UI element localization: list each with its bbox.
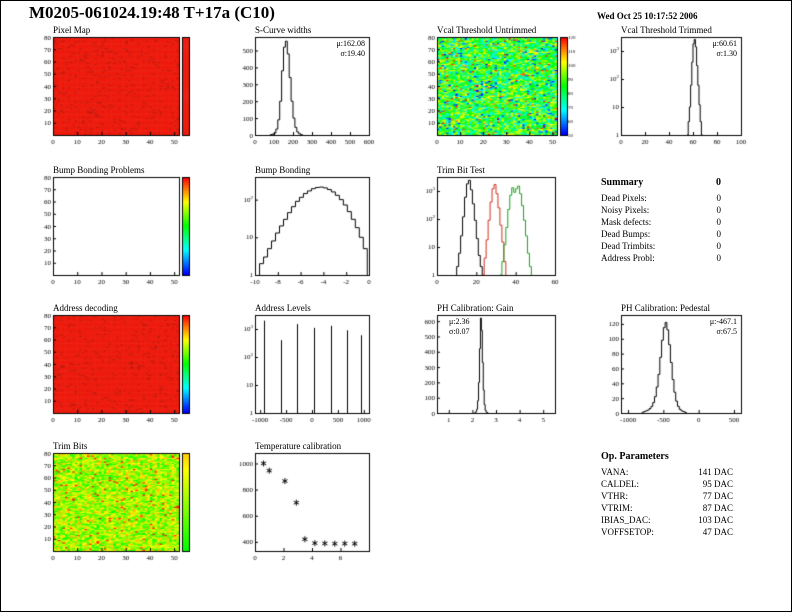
plot-bump-bonding-problems: Bump Bonding Problems: [29, 165, 197, 291]
op-parameter-label: IBIAS_DAC:: [601, 515, 651, 525]
op-parameter-label: VOFFSETOP:: [601, 527, 654, 537]
stats-box: μ:162.08 σ:19.40: [336, 39, 365, 59]
stats-box: μ:2.36 σ:0.07: [449, 317, 470, 337]
summary-row-label: Mask defects:: [601, 217, 652, 227]
plot-vcal-threshold-untrimmed-title: Vcal Threshold Untrimmed: [437, 25, 537, 35]
pixel-map-canvas: [29, 25, 197, 151]
ph-calibration-gain-canvas: [413, 303, 563, 429]
plot-pixel-map: Pixel Map: [29, 25, 197, 151]
stats-mu: μ:162.08: [336, 39, 365, 48]
plot-address-decoding: Address decoding: [29, 303, 197, 429]
op-parameter-value: 87 DAC: [702, 503, 733, 513]
plot-ph-calibration-gain-title: PH Calibration: Gain: [437, 303, 514, 313]
plot-trim-bits-title: Trim Bits: [53, 441, 88, 451]
plot-ph-calibration-gain: PH Calibration: Gain μ:2.36 σ:0.07: [413, 303, 563, 429]
timestamp: Wed Oct 25 10:17:52 2006: [597, 11, 698, 21]
summary-row-label: Dead Bumps:: [601, 229, 651, 239]
temperature-calibration-canvas: [231, 441, 377, 567]
page-title: M0205-061024.19:48 T+17a (C10): [29, 3, 275, 22]
op-parameter-label: CALDEL:: [601, 479, 639, 489]
stats-sigma: σ:67.5: [716, 327, 737, 336]
plot-temperature-calibration: Temperature calibration: [231, 441, 377, 567]
plot-bump-bonding-title: Bump Bonding: [255, 165, 311, 175]
plot-vcal-threshold-trimmed-title: Vcal Threshold Trimmed: [621, 25, 712, 35]
op-parameter-row: IBIAS_DAC: 103 DAC: [601, 515, 733, 525]
trim-bits-canvas: [29, 441, 197, 567]
trim-bit-test-canvas: [413, 165, 563, 291]
plot-address-levels: Address Levels: [231, 303, 377, 429]
summary-block: Summary 0 Dead Pixels: 0 Noisy Pixels: 0…: [601, 177, 721, 265]
summary-row: Dead Trimbits: 0: [601, 241, 721, 251]
op-parameter-row: VOFFSETOP: 47 DAC: [601, 527, 733, 537]
stats-mu: μ:-467.1: [709, 317, 737, 326]
stats-sigma: σ:1.30: [716, 49, 737, 58]
vcal-threshold-untrimmed-canvas: [413, 25, 583, 151]
bump-bonding-problems-canvas: [29, 165, 197, 291]
op-parameter-label: VTHR:: [601, 491, 628, 501]
summary-title: Summary: [601, 177, 644, 188]
s-curve-widths-canvas: [231, 25, 377, 151]
op-parameter-value: 77 DAC: [702, 491, 733, 501]
summary-row: Dead Pixels: 0: [601, 193, 721, 203]
summary-row-label: Address Probl:: [601, 253, 655, 263]
plot-pixel-map-title: Pixel Map: [53, 25, 91, 35]
plot-trim-bit-test-title: Trim Bit Test: [437, 165, 485, 175]
plot-address-levels-title: Address Levels: [255, 303, 311, 313]
op-parameter-label: VTRIM:: [601, 503, 633, 513]
summary-header: Summary 0: [601, 177, 721, 188]
plot-vcal-threshold-untrimmed: Vcal Threshold Untrimmed: [413, 25, 583, 151]
summary-row-value: 0: [716, 193, 722, 203]
bump-bonding-canvas: [231, 165, 377, 291]
summary-row: Address Probl: 0: [601, 253, 721, 263]
stats-mu: μ:2.36: [449, 317, 470, 326]
plot-ph-calibration-pedestal-title: PH Calibration: Pedestal: [621, 303, 710, 313]
plot-vcal-threshold-trimmed: Vcal Threshold Trimmed μ:60.61 σ:1.30: [597, 25, 749, 151]
summary-row-value: 0: [716, 229, 722, 239]
summary-row-label: Dead Trimbits:: [601, 241, 656, 251]
stats-sigma: σ:0.07: [449, 327, 470, 336]
vcal-threshold-trimmed-canvas: [597, 25, 749, 151]
op-parameter-value: 95 DAC: [702, 479, 733, 489]
op-parameter-row: VTRIM: 87 DAC: [601, 503, 733, 513]
stats-box: μ:-467.1 σ:67.5: [710, 317, 737, 337]
ph-calibration-pedestal-canvas: [597, 303, 749, 429]
plot-s-curve-widths-title: S-Curve widths: [255, 25, 312, 35]
plot-bump-bonding: Bump Bonding: [231, 165, 377, 291]
summary-row-value: 0: [716, 253, 722, 263]
plot-ph-calibration-pedestal: PH Calibration: Pedestal μ:-467.1 σ:67.5: [597, 303, 749, 429]
op-parameters-header: Op. Parameters: [601, 451, 733, 462]
plot-trim-bit-test: Trim Bit Test: [413, 165, 563, 291]
summary-row-label: Dead Pixels:: [601, 193, 647, 203]
summary-row-value: 0: [716, 217, 722, 227]
op-parameters-block: Op. Parameters VANA: 141 DAC CALDEL: 95 …: [601, 451, 733, 539]
summary-row: Dead Bumps: 0: [601, 229, 721, 239]
summary-row-value: 0: [716, 241, 722, 251]
plot-address-decoding-title: Address decoding: [53, 303, 118, 313]
stats-mu: μ:60.61: [712, 39, 737, 48]
op-parameter-label: VANA:: [601, 467, 629, 477]
plot-temperature-calibration-title: Temperature calibration: [255, 441, 342, 451]
summary-total: 0: [716, 177, 721, 188]
address-levels-canvas: [231, 303, 377, 429]
summary-row-value: 0: [716, 205, 722, 215]
stats-sigma: σ:19.40: [340, 49, 365, 58]
plot-bump-bonding-problems-title: Bump Bonding Problems: [53, 165, 145, 175]
op-parameter-row: VANA: 141 DAC: [601, 467, 733, 477]
address-decoding-canvas: [29, 303, 197, 429]
op-parameter-value: 103 DAC: [698, 515, 733, 525]
op-parameter-value: 47 DAC: [702, 527, 733, 537]
plot-s-curve-widths: S-Curve widths μ:162.08 σ:19.40: [231, 25, 377, 151]
op-parameter-row: VTHR: 77 DAC: [601, 491, 733, 501]
op-parameters-title: Op. Parameters: [601, 451, 669, 462]
summary-row: Mask defects: 0: [601, 217, 721, 227]
summary-row: Noisy Pixels: 0: [601, 205, 721, 215]
op-parameter-row: CALDEL: 95 DAC: [601, 479, 733, 489]
summary-row-label: Noisy Pixels:: [601, 205, 650, 215]
op-parameter-value: 141 DAC: [698, 467, 733, 477]
plot-trim-bits: Trim Bits: [29, 441, 197, 567]
stats-box: μ:60.61 σ:1.30: [712, 39, 737, 59]
